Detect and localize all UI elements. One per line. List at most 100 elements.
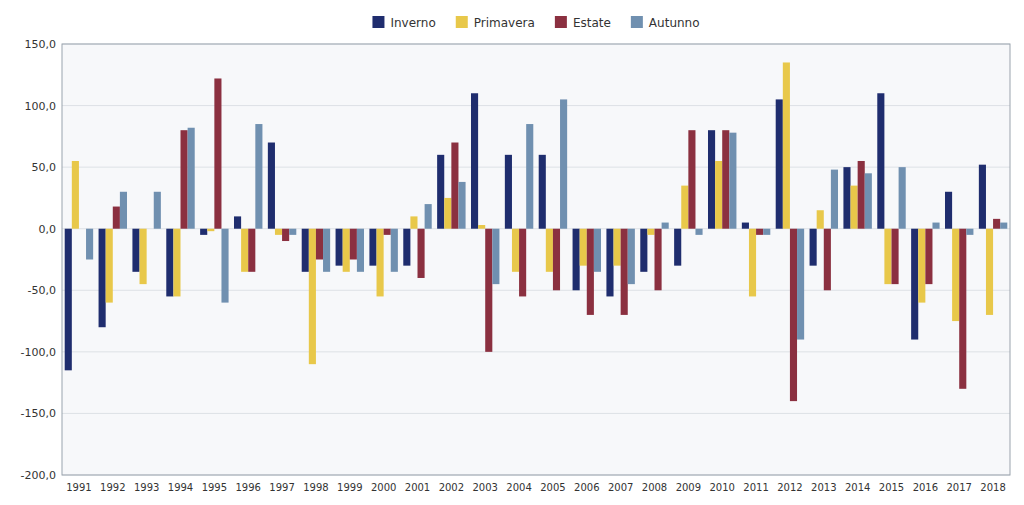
bar	[86, 229, 93, 260]
bar	[749, 229, 756, 297]
legend-swatch	[372, 16, 384, 28]
x-tick-label: 2014	[845, 482, 870, 493]
bar	[539, 155, 546, 229]
x-tick-label: 2015	[879, 482, 904, 493]
bar	[918, 229, 925, 303]
bar	[925, 229, 932, 284]
bar	[655, 229, 662, 291]
bar	[357, 229, 364, 272]
bar	[234, 216, 241, 228]
bar	[843, 167, 850, 229]
bar	[418, 229, 425, 278]
bar	[181, 130, 188, 229]
bar	[877, 93, 884, 228]
bar	[391, 229, 398, 272]
bar	[979, 165, 986, 229]
bar	[268, 143, 275, 229]
bar	[986, 229, 993, 315]
legend-label: Inverno	[390, 16, 435, 30]
bar	[458, 182, 465, 229]
bar	[526, 124, 533, 229]
bars	[65, 62, 1008, 401]
bar	[154, 192, 161, 229]
bar	[173, 229, 180, 297]
legend-item: Inverno	[372, 16, 435, 30]
bar	[911, 229, 918, 340]
bar	[729, 133, 736, 229]
chart: -200,0-150,0-100,0-50,00,050,0100,0150,0…	[0, 0, 1024, 505]
legend-item: Autunno	[631, 16, 700, 30]
bar	[790, 229, 797, 401]
y-tick-label: 0,0	[39, 223, 57, 236]
bar	[621, 229, 628, 315]
legend-label: Autunno	[649, 16, 700, 30]
bar	[519, 229, 526, 297]
bar	[444, 198, 451, 229]
bar	[674, 229, 681, 266]
bar	[485, 229, 492, 352]
bar	[776, 99, 783, 228]
x-tick-label: 1993	[134, 482, 159, 493]
bar	[140, 229, 147, 284]
bar	[647, 229, 654, 235]
bar	[72, 161, 79, 229]
bar	[892, 229, 899, 284]
bar	[817, 210, 824, 228]
x-tick-label: 2009	[676, 482, 701, 493]
x-tick-label: 2006	[574, 482, 599, 493]
legend-swatch	[555, 16, 567, 28]
bar	[113, 207, 120, 229]
x-tick-label: 1996	[235, 482, 260, 493]
legend-label: Primavera	[474, 16, 535, 30]
y-tick-label: -50,0	[28, 284, 56, 297]
bar	[65, 229, 72, 371]
bar	[336, 229, 343, 266]
bar	[932, 223, 939, 229]
bar	[708, 130, 715, 229]
x-tick-label: 1992	[100, 482, 125, 493]
bar	[120, 192, 127, 229]
x-tick-label: 2001	[405, 482, 430, 493]
bar	[945, 192, 952, 229]
bar	[831, 170, 838, 229]
bar	[79, 228, 86, 229]
x-tick-label: 2008	[642, 482, 667, 493]
bar	[241, 229, 248, 272]
bar	[952, 229, 959, 321]
grid-line	[62, 413, 1010, 414]
plot-frame	[62, 44, 1010, 475]
bar	[722, 130, 729, 229]
bar	[587, 229, 594, 315]
bar	[858, 161, 865, 229]
bar	[580, 229, 587, 266]
bar	[369, 229, 376, 266]
bar	[350, 229, 357, 260]
bar	[966, 229, 973, 235]
x-tick-label: 2003	[472, 482, 497, 493]
legend-item: Estate	[555, 16, 611, 30]
bar	[573, 229, 580, 291]
bar	[756, 229, 763, 235]
bar	[309, 229, 316, 364]
grid-line	[62, 105, 1010, 106]
bar	[824, 229, 831, 291]
bar	[662, 223, 669, 229]
bar	[384, 229, 391, 235]
x-tick-label: 2018	[980, 482, 1005, 493]
legend-item: Primavera	[456, 16, 535, 30]
bar	[343, 229, 350, 272]
bar	[207, 229, 214, 231]
bar	[188, 128, 195, 229]
legend-label: Estate	[573, 16, 611, 30]
x-tick-label: 2007	[608, 482, 633, 493]
bar	[437, 155, 444, 229]
legend-swatch	[631, 16, 643, 28]
x-tick-label: 2011	[743, 482, 768, 493]
x-tick-label: 2012	[777, 482, 802, 493]
bar	[546, 229, 553, 272]
bar	[425, 204, 432, 229]
bar	[614, 229, 621, 266]
y-tick-label: -100,0	[21, 346, 56, 359]
bar	[289, 229, 296, 235]
bar	[377, 229, 384, 297]
